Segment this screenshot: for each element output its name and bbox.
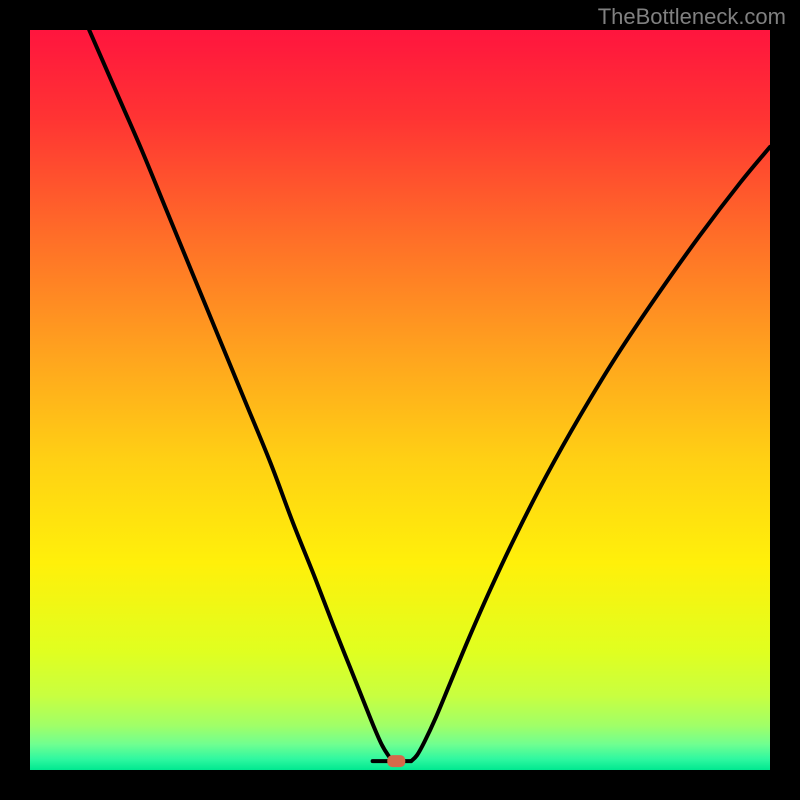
plot-background-gradient: [30, 30, 770, 770]
watermark-text: TheBottleneck.com: [598, 4, 786, 30]
apex-marker: [387, 755, 405, 767]
chart-container: TheBottleneck.com: [0, 0, 800, 800]
chart-svg: [0, 0, 800, 800]
